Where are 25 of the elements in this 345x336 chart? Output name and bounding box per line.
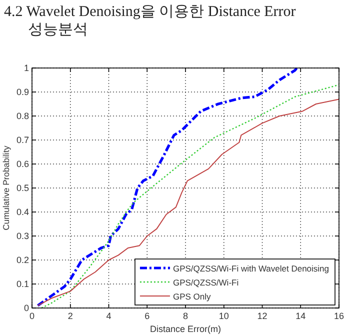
y-tick-label: 0.3 xyxy=(16,231,29,241)
y-tick-label: 1 xyxy=(24,63,29,73)
y-tick-label: 0.8 xyxy=(16,111,29,121)
x-tick-label: 2 xyxy=(68,311,73,321)
y-tick-label: 0 xyxy=(24,303,29,313)
y-tick-label: 0.7 xyxy=(16,135,29,145)
x-axis-title: Distance Error(m) xyxy=(150,324,222,334)
x-tick-label: 14 xyxy=(296,311,306,321)
legend-label: GPS Only xyxy=(172,292,212,302)
x-tick-label: 10 xyxy=(218,311,229,321)
y-tick-label: 0.6 xyxy=(16,159,29,169)
y-axis-title: Cumulative Probability xyxy=(1,144,11,230)
x-tick-label: 4 xyxy=(106,311,112,321)
y-tick-label: 0.9 xyxy=(16,87,29,97)
y-tick-label: 0.1 xyxy=(16,279,29,289)
legend-label: GPS/QZSS/Wi-Fi with Wavelet Denoising xyxy=(172,264,330,274)
x-tick-label: 12 xyxy=(257,311,268,321)
chart-title: 4.2 Wavelet Denoising을 이용한 Distance Error 성능분석 xyxy=(4,4,296,38)
y-tick-label: 0.5 xyxy=(16,183,29,193)
x-tick-label: 16 xyxy=(334,311,344,321)
legend-label: GPS/QZSS/Wi-Fi xyxy=(172,278,239,288)
y-tick-label: 0.4 xyxy=(16,207,29,217)
x-tick-label: 8 xyxy=(182,311,188,321)
y-tick-label: 0.2 xyxy=(16,255,29,265)
x-tick-label: 6 xyxy=(144,311,150,321)
